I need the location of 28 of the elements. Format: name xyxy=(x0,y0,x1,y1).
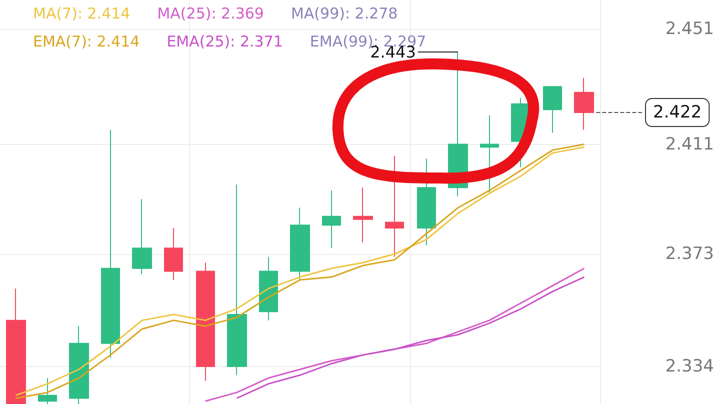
candlestick xyxy=(69,326,89,404)
candlestick xyxy=(6,288,26,404)
candlestick xyxy=(353,187,373,243)
candlestick xyxy=(227,184,247,376)
candlestick xyxy=(196,262,215,382)
text: MA(7): 2.414 xyxy=(33,4,130,22)
candlestick xyxy=(322,190,341,249)
candlestick xyxy=(417,158,436,246)
candlestick xyxy=(574,77,594,130)
line-series xyxy=(204,268,585,402)
candlestick xyxy=(480,114,499,194)
candlestick xyxy=(101,129,120,358)
candlestick xyxy=(38,378,57,404)
candlestick xyxy=(164,227,183,280)
y-tick-label: 2.373 xyxy=(665,244,714,264)
ref-line-label: 2.422 xyxy=(653,102,702,123)
candlestick xyxy=(132,198,152,275)
text: EMA(25): 2.371 xyxy=(166,32,283,50)
y-tick-label: 2.411 xyxy=(665,134,714,154)
candlestick xyxy=(259,256,278,321)
y-tick-label: 2.451 xyxy=(665,18,714,39)
candlestick xyxy=(290,207,310,280)
legend-label: MA(99): 2.278 xyxy=(290,4,398,22)
candlestick xyxy=(543,86,562,134)
text: MA(25): 2.369 xyxy=(157,4,264,22)
text: EMA(7): 2.414 xyxy=(33,32,140,50)
y-tick-label: 2.334 xyxy=(665,356,714,376)
candlestick xyxy=(385,155,404,258)
